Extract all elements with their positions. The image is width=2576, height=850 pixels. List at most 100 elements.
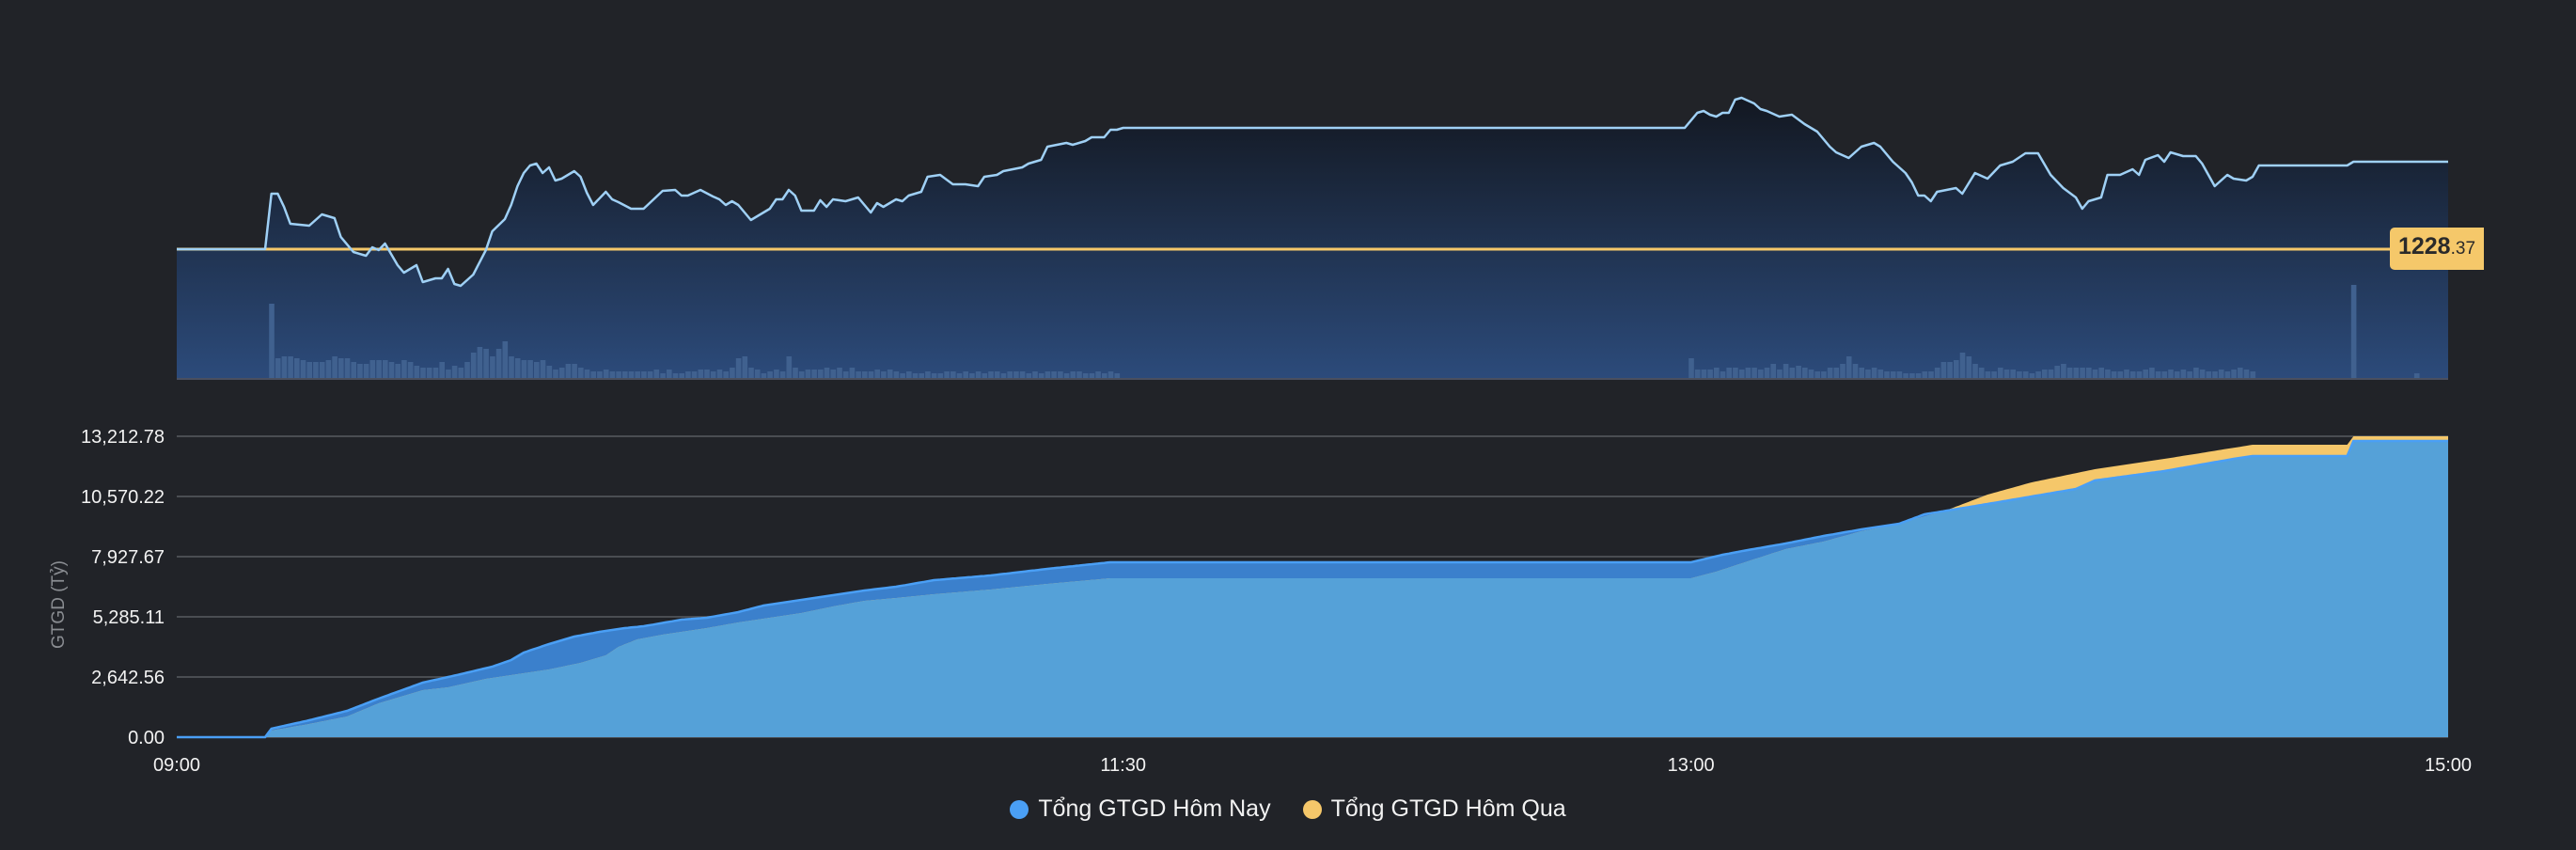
volume-bar: [1915, 373, 1922, 379]
volume-bar: [395, 364, 401, 379]
volume-bar: [900, 373, 905, 379]
volume-bar: [856, 371, 861, 379]
y-axis-label: GTGD (Tỷ): [49, 560, 69, 649]
volume-bar: [420, 368, 426, 379]
volume-bar: [2161, 371, 2168, 379]
volume-bar: [584, 370, 590, 379]
volume-bar: [628, 371, 635, 379]
volume-bar: [2098, 368, 2104, 379]
volume-bar: [407, 362, 414, 379]
y-tick-label: 7,927.67: [91, 547, 165, 568]
cumulative-value-panel: 0.00 2,642.56 5,285.11 7,927.67 10,570.22 13,…: [49, 427, 2472, 776]
volume-bar: [2086, 368, 2092, 379]
volume-bar: [344, 358, 351, 379]
volume-bar: [2017, 371, 2022, 379]
volume-bar: [1846, 356, 1852, 379]
volume-bar: [786, 356, 793, 379]
volume-bar: [691, 371, 698, 379]
volume-bar: [597, 371, 603, 379]
volume-bar: [837, 368, 842, 379]
volume-bar: [1959, 353, 1966, 379]
volume-bar: [1922, 371, 1928, 379]
volume-bar: [811, 370, 817, 379]
volume-bar: [477, 347, 483, 379]
y-tick-label: 13,212.78: [81, 427, 165, 448]
volume-bar: [414, 366, 420, 379]
volume-bar: [2010, 370, 2016, 379]
volume-bar: [1814, 371, 1820, 379]
volume-bar: [723, 371, 729, 379]
volume-bar: [748, 368, 754, 379]
volume-bar: [2035, 371, 2041, 379]
volume-bar: [830, 370, 837, 379]
volume-bar: [616, 371, 621, 379]
volume-bar: [1865, 370, 1871, 379]
legend-item-today[interactable]: Tổng GTGD Hôm Nay: [1010, 795, 1271, 823]
volume-bar: [881, 371, 887, 379]
volume-bar: [432, 368, 439, 379]
volume-bar: [376, 360, 382, 379]
volume-bar: [351, 362, 356, 379]
volume-bar: [716, 370, 723, 379]
volume-bar: [609, 371, 616, 379]
volume-bar: [1998, 368, 2003, 379]
volume-bar: [975, 371, 982, 379]
volume-bar: [1764, 368, 1770, 379]
volume-bar: [1720, 371, 1726, 379]
volume-bar: [495, 349, 502, 379]
volume-bar: [2180, 370, 2187, 379]
volume-bar: [1821, 371, 1827, 379]
volume-bar: [1852, 364, 1859, 379]
volume-bar: [1954, 360, 1959, 379]
volume-bar: [319, 362, 325, 379]
volume-bar: [937, 373, 944, 379]
volume-bar: [1947, 362, 1953, 379]
volume-bar: [2206, 371, 2212, 379]
legend-dot-icon: [1010, 799, 1029, 819]
volume-bar: [1934, 368, 1940, 379]
volume-bar: [1890, 371, 1896, 379]
y-tick-label: 2,642.56: [91, 668, 165, 688]
volume-bar: [2136, 371, 2143, 379]
volume-bar: [2111, 371, 2117, 379]
volume-bar: [641, 371, 647, 379]
volume-bar: [1796, 366, 1801, 379]
volume-bar: [2231, 370, 2237, 379]
volume-bar: [294, 358, 300, 379]
volume-bar: [1745, 368, 1751, 379]
volume-bar: [288, 356, 293, 379]
volume-bar: [1770, 364, 1776, 379]
volume-bar: [1789, 368, 1796, 379]
volume-bar: [1089, 373, 1095, 379]
x-tick-label: 09:00: [153, 755, 200, 776]
volume-bar: [1871, 368, 1877, 379]
volume-bar: [754, 370, 761, 379]
volume-bar: [401, 360, 407, 379]
legend-item-yesterday[interactable]: Tổng GTGD Hôm Qua: [1302, 795, 1566, 823]
volume-bar: [2187, 371, 2192, 379]
volume-bar: [1058, 371, 1063, 379]
volume-bar: [2048, 370, 2054, 379]
volume-bar: [1985, 371, 1991, 379]
volume-bar: [2199, 370, 2206, 379]
volume-bar: [730, 368, 735, 379]
volume-bar: [887, 370, 893, 379]
volume-bar: [2080, 368, 2085, 379]
volume-bar: [761, 373, 767, 379]
volume-bar: [1726, 368, 1732, 379]
volume-bar: [1114, 373, 1121, 379]
volume-bars: [269, 285, 2420, 379]
volume-bar: [439, 362, 445, 379]
volume-bar: [849, 368, 856, 379]
volume-bar: [1000, 373, 1007, 379]
volume-bar: [446, 370, 451, 379]
volume-bar: [2117, 371, 2124, 379]
volume-bar: [2143, 370, 2148, 379]
volume-bar: [2022, 371, 2029, 379]
volume-bar: [2250, 371, 2256, 379]
volume-bar: [818, 370, 824, 379]
volume-bar: [893, 371, 900, 379]
volume-bar: [1859, 368, 1864, 379]
volume-bar: [1991, 371, 1997, 379]
